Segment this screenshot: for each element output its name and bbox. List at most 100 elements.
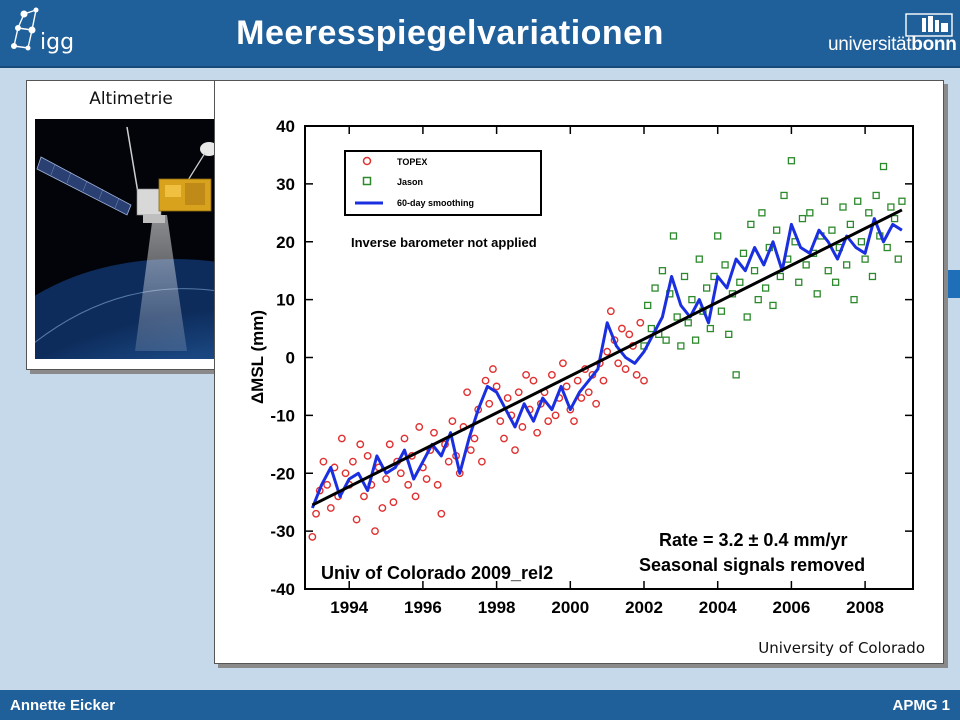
jason-point — [758, 209, 766, 217]
y-tick-label: 40 — [276, 117, 295, 136]
jason-point — [717, 307, 726, 315]
topex-point — [433, 480, 442, 489]
topex-point — [312, 509, 320, 518]
side-navigation-tab[interactable] — [948, 270, 960, 298]
jason-point — [647, 324, 656, 333]
satellite-panel: Altimetrie — [26, 80, 236, 370]
topex-point — [544, 417, 553, 426]
y-axis-label: ΔMSL (mm) — [248, 310, 267, 404]
annotation-inverse-barometer: Inverse barometer not applied — [351, 235, 537, 250]
jason-point — [725, 330, 733, 339]
jason-point — [872, 191, 880, 200]
y-tick-label: 10 — [276, 291, 295, 310]
footer-author: Annette Eicker — [10, 697, 116, 714]
topex-point — [603, 347, 612, 356]
sea-level-chart: 40 30 20 10 0 -10 -20 -30 -40 1994 1996 1998 2000 20… — [248, 117, 914, 617]
jason-point — [839, 203, 847, 211]
topex-point — [481, 376, 490, 385]
x-tick-label: 2006 — [772, 598, 810, 617]
jason-point — [773, 226, 781, 234]
jason-point — [850, 295, 858, 304]
topex-point — [592, 399, 601, 408]
igg-logo-text: igg — [40, 30, 75, 55]
y-tick-label: -10 — [270, 406, 295, 425]
topex-point — [559, 359, 567, 368]
smoothing-line — [311, 217, 903, 509]
university-logo-bold: bonn — [911, 34, 957, 55]
topex-point — [400, 434, 409, 443]
topex-point — [437, 509, 446, 518]
x-tick-label: 1998 — [478, 598, 516, 617]
jason-point — [883, 243, 891, 252]
topex-point — [319, 457, 328, 466]
jason-point — [890, 214, 899, 223]
topex-point — [463, 388, 472, 397]
x-tick-label: 2002 — [625, 598, 663, 617]
topex-point — [323, 480, 332, 489]
topex-point — [378, 504, 387, 512]
altimetry-satellite-image — [35, 119, 223, 359]
jason-point — [802, 261, 810, 269]
x-tick-label: 1994 — [330, 598, 368, 617]
topex-point — [363, 451, 372, 460]
topex-point — [448, 417, 457, 426]
jason-point — [824, 267, 832, 275]
jason-point — [787, 157, 796, 165]
topex-point — [389, 498, 398, 507]
jason-point — [798, 214, 807, 223]
annotation-seasonal: Seasonal signals removed — [639, 555, 865, 575]
topex-point — [570, 417, 578, 426]
jason-point — [761, 284, 770, 292]
jason-point — [688, 295, 696, 304]
topex-point — [422, 475, 431, 483]
jason-point — [706, 324, 714, 333]
university-logo-text: universitätbonn — [828, 34, 957, 56]
igg-network-logo-icon — [11, 7, 39, 51]
topex-point — [404, 480, 413, 489]
topex-point — [500, 434, 508, 443]
topex-point — [492, 382, 501, 391]
topex-point — [518, 423, 527, 431]
topex-point — [430, 428, 438, 437]
topex-point — [489, 365, 497, 373]
topex-point — [514, 388, 523, 397]
chart-legend: TOPEX Jason 60-day smoothing — [344, 150, 542, 216]
jason-point — [813, 290, 821, 298]
topex-point — [625, 330, 634, 339]
jason-point — [747, 220, 755, 229]
topex-point — [496, 417, 505, 426]
jason-point — [732, 371, 740, 379]
jason-point — [795, 278, 803, 286]
topex-point — [308, 533, 317, 541]
topex-point — [640, 376, 648, 385]
jason-point — [868, 272, 877, 281]
topex-point — [360, 492, 368, 501]
jason-point — [887, 203, 895, 211]
topex-point — [337, 434, 346, 443]
topex-point — [599, 376, 608, 385]
topex-point — [341, 469, 350, 478]
x-tick-label: 1996 — [404, 598, 442, 617]
jason-point — [691, 336, 700, 344]
y-tick-label: 30 — [276, 175, 295, 194]
topex-point — [349, 457, 357, 466]
topex-point — [371, 527, 379, 536]
topex-point — [562, 382, 571, 391]
topex-point — [326, 504, 335, 512]
jason-point — [736, 278, 744, 286]
topex-point — [617, 324, 626, 333]
topex-point — [529, 376, 538, 385]
topex-point — [356, 440, 365, 449]
topex-point — [503, 394, 512, 402]
topex-point — [477, 457, 486, 466]
x-tick-label: 2008 — [846, 598, 884, 617]
legend-jason-marker — [362, 176, 372, 186]
topex-point — [485, 399, 494, 408]
legend-jason-label: Jason — [397, 177, 423, 187]
jason-point — [673, 313, 681, 321]
topex-point — [411, 492, 420, 501]
jason-point — [828, 226, 836, 234]
y-tick-label: -30 — [270, 522, 295, 541]
topex-point — [396, 469, 405, 478]
jason-point — [669, 232, 678, 240]
